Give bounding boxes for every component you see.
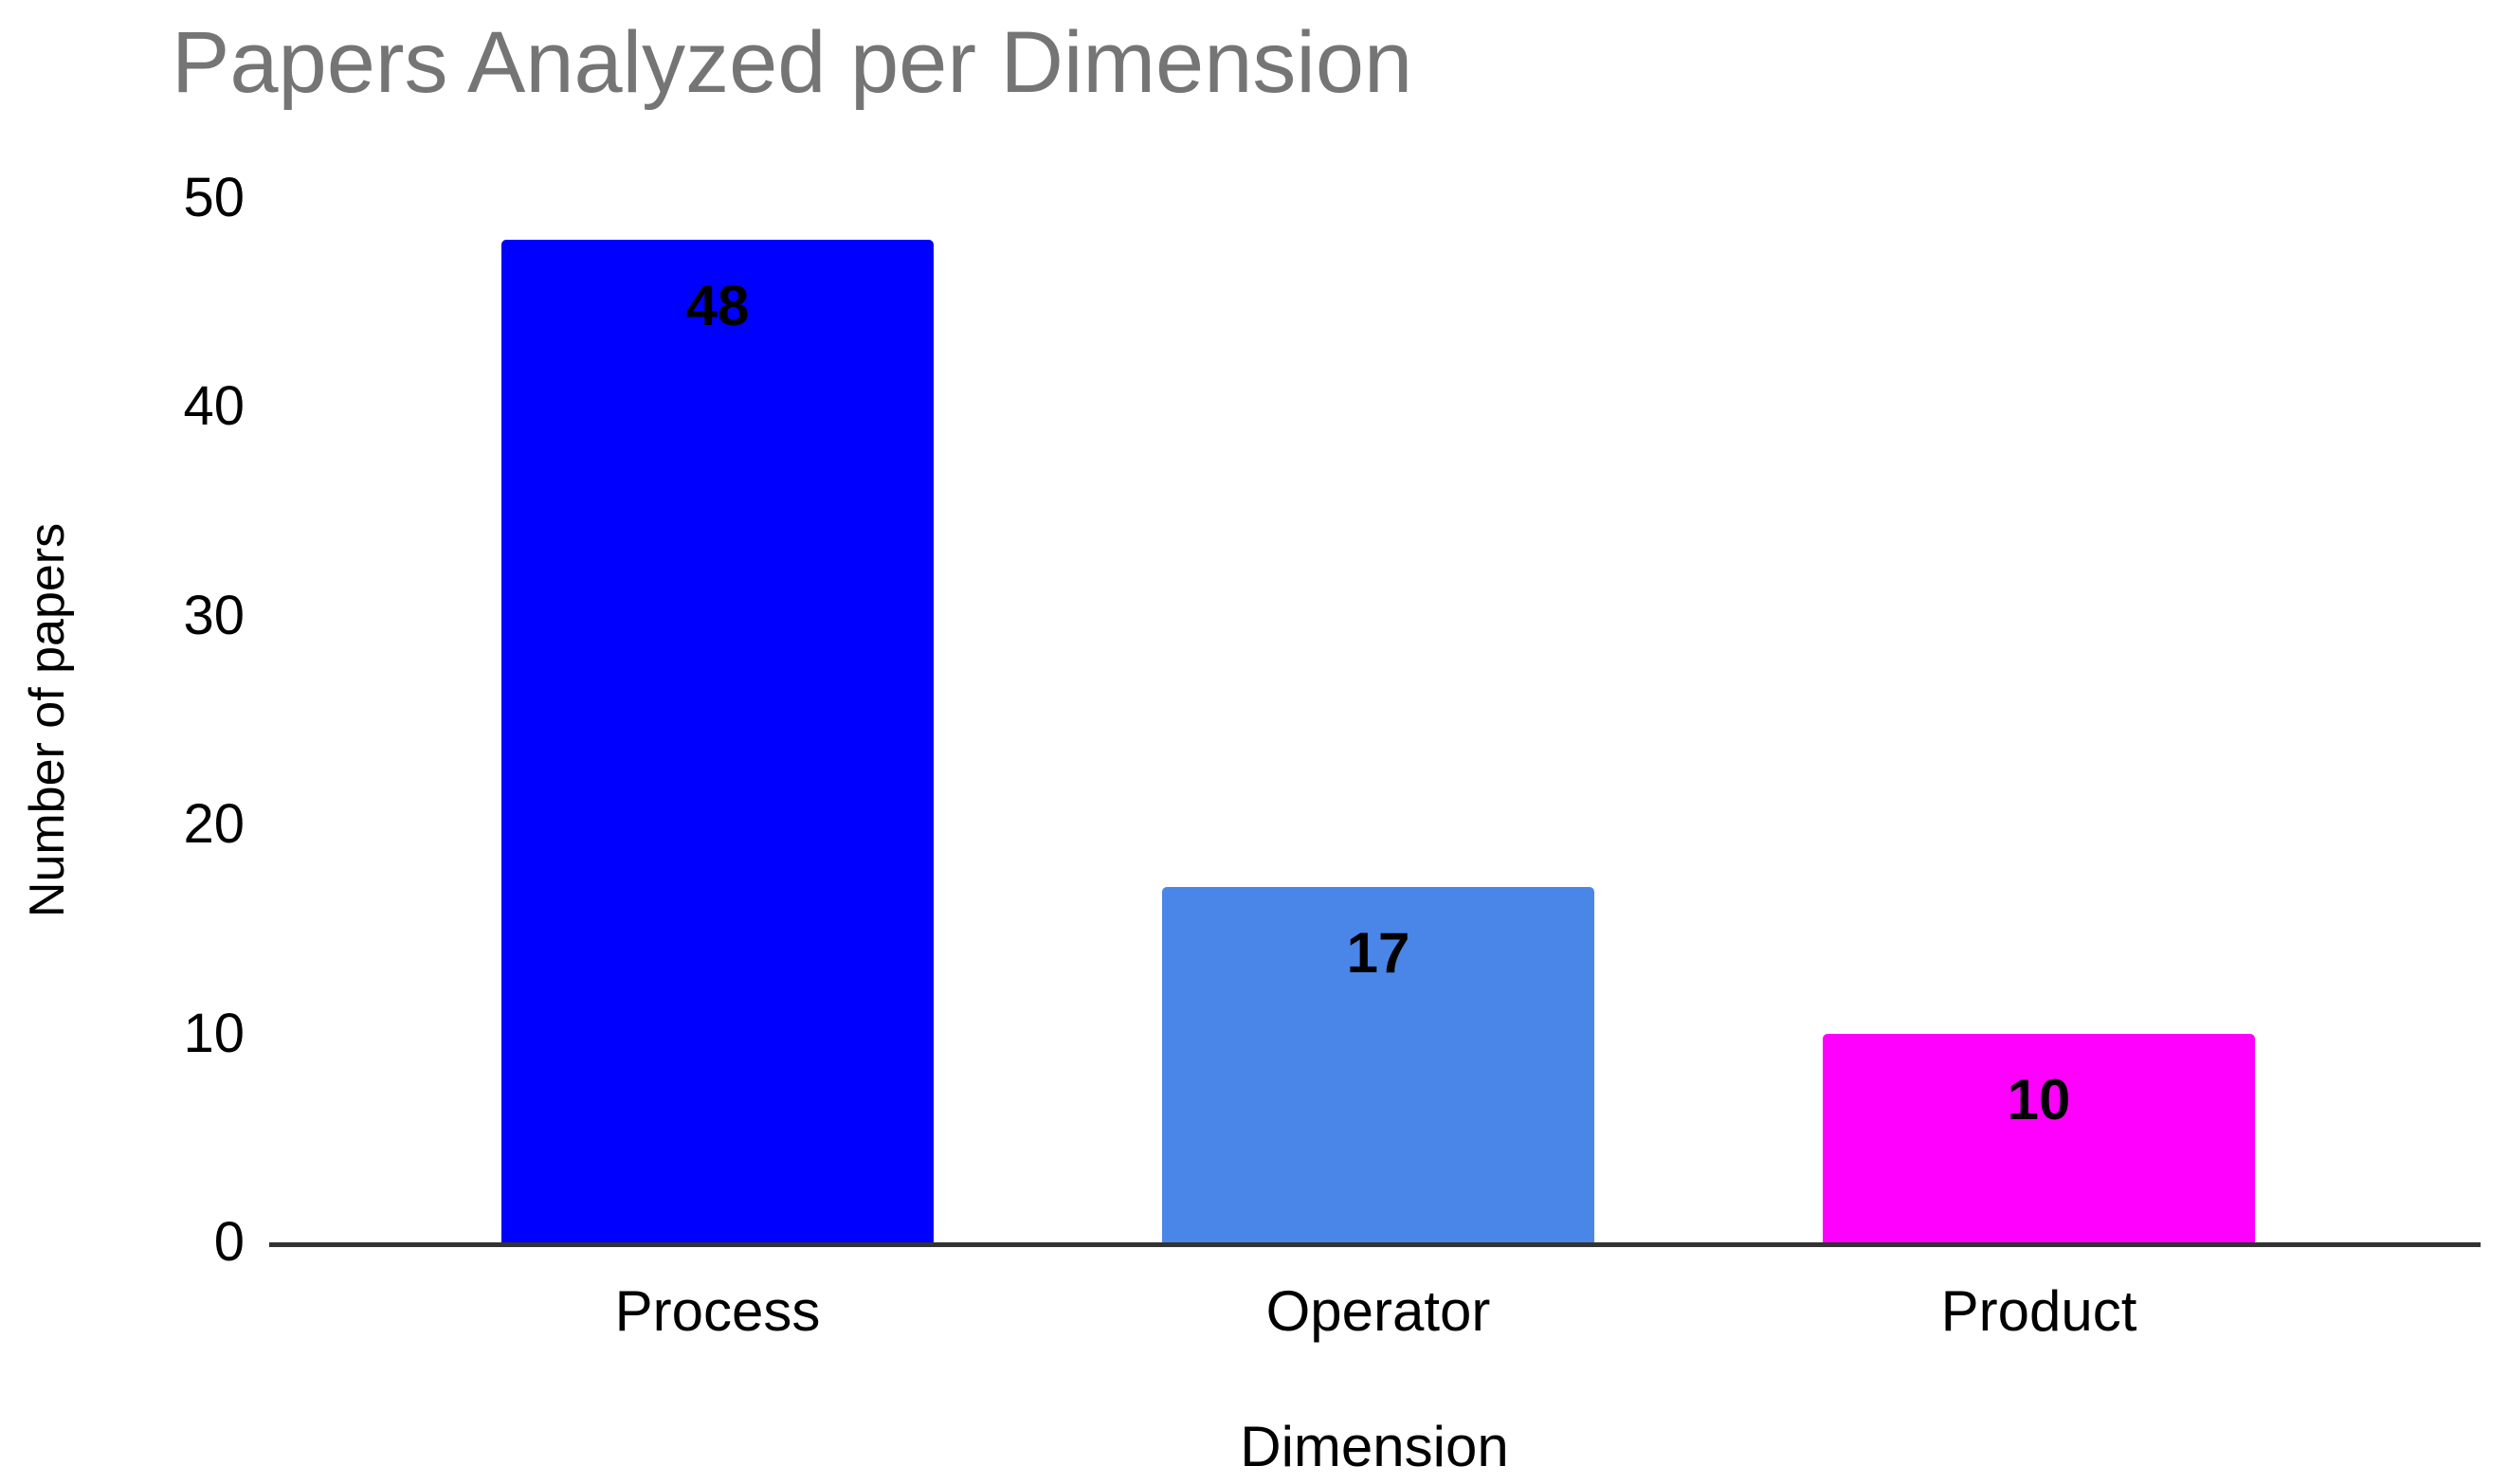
bar-value-label-process: 48 bbox=[685, 274, 750, 338]
x-axis-category-label-process: Process bbox=[614, 1279, 821, 1343]
bar-process[interactable] bbox=[501, 240, 934, 1242]
x-axis-category-label-product: Product bbox=[1940, 1279, 2137, 1343]
bar-product[interactable] bbox=[1823, 1033, 2255, 1242]
y-axis-tick-label: 20 bbox=[183, 793, 245, 856]
bar-value-label-product: 10 bbox=[2007, 1067, 2071, 1131]
x-axis-category-label-operator: Operator bbox=[1265, 1279, 1491, 1343]
y-axis-tick-label: 0 bbox=[213, 1211, 245, 1273]
y-axis-tick-label: 40 bbox=[183, 375, 245, 438]
y-axis-tick-label: 10 bbox=[183, 1002, 245, 1064]
chart-title: Papers Analyzed per Dimension bbox=[172, 14, 1413, 111]
y-axis-tick-label: 30 bbox=[183, 584, 245, 646]
x-axis-line bbox=[269, 1242, 2481, 1247]
y-axis-tick-label: 50 bbox=[183, 167, 245, 228]
bar-value-label-operator: 17 bbox=[1346, 921, 1410, 986]
x-axis-title: Dimension bbox=[1240, 1415, 1509, 1478]
bar-operator[interactable] bbox=[1162, 887, 1594, 1242]
y-axis-title: Number of papers bbox=[0, 198, 104, 1242]
